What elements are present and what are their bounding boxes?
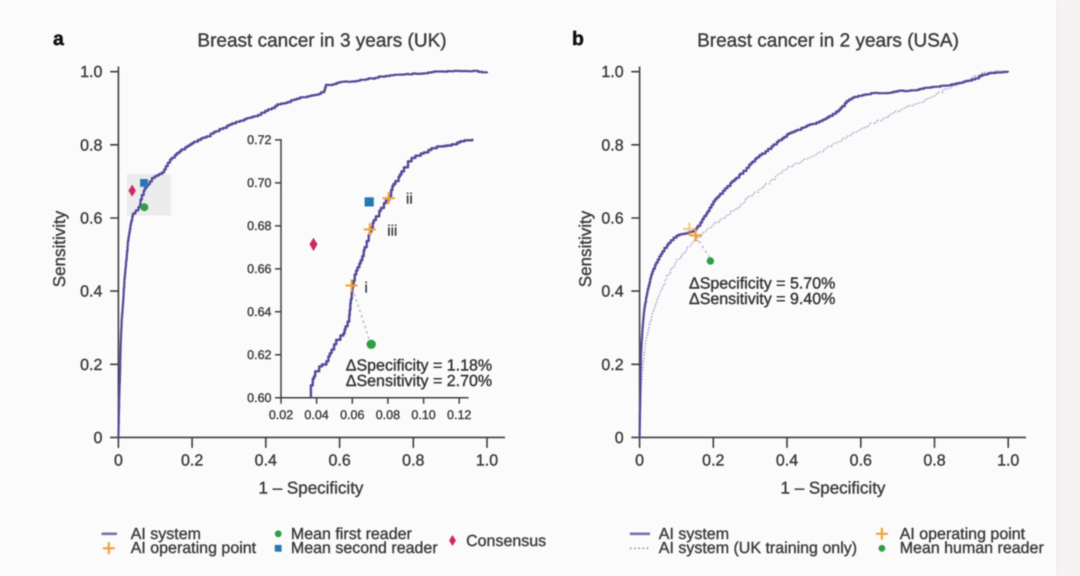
svg-text:0.6: 0.6 bbox=[328, 453, 350, 470]
svg-text:0.4: 0.4 bbox=[80, 284, 102, 301]
svg-text:1.0: 1.0 bbox=[476, 453, 498, 470]
svg-text:0: 0 bbox=[635, 453, 644, 470]
svg-text:Mean first reader: Mean first reader bbox=[291, 526, 413, 543]
svg-text:0.10: 0.10 bbox=[411, 408, 435, 422]
svg-text:0.60: 0.60 bbox=[247, 391, 271, 405]
svg-text:0.02: 0.02 bbox=[269, 408, 293, 422]
svg-text:AI operating point: AI operating point bbox=[900, 526, 1026, 543]
svg-text:0.2: 0.2 bbox=[601, 357, 623, 374]
svg-text:ΔSensitivity = 9.40%: ΔSensitivity = 9.40% bbox=[689, 291, 835, 308]
svg-text:0.04: 0.04 bbox=[304, 408, 328, 422]
svg-text:1 – Specificity: 1 – Specificity bbox=[781, 479, 886, 498]
svg-text:0.8: 0.8 bbox=[402, 453, 424, 470]
svg-text:Mean human reader: Mean human reader bbox=[900, 540, 1045, 557]
svg-text:0.68: 0.68 bbox=[247, 219, 271, 233]
svg-text:0.6: 0.6 bbox=[601, 211, 623, 228]
svg-text:i: i bbox=[365, 280, 368, 297]
svg-text:Breast cancer in 3 years (UK): Breast cancer in 3 years (UK) bbox=[197, 31, 446, 52]
svg-text:ii: ii bbox=[406, 191, 413, 208]
svg-text:Consensus: Consensus bbox=[466, 533, 546, 550]
svg-text:1.0: 1.0 bbox=[80, 64, 102, 81]
svg-text:0.72: 0.72 bbox=[247, 133, 271, 147]
svg-text:0.70: 0.70 bbox=[247, 176, 271, 190]
svg-text:Sensitivity: Sensitivity bbox=[576, 210, 595, 287]
svg-text:ΔSpecificity = 1.18%: ΔSpecificity = 1.18% bbox=[346, 357, 492, 374]
svg-text:AI system (UK training only): AI system (UK training only) bbox=[659, 540, 857, 557]
svg-text:0.6: 0.6 bbox=[850, 453, 872, 470]
svg-text:Breast cancer in 2 years (USA): Breast cancer in 2 years (USA) bbox=[697, 31, 959, 52]
svg-text:0.06: 0.06 bbox=[340, 408, 364, 422]
svg-text:1.0: 1.0 bbox=[997, 453, 1019, 470]
svg-text:0: 0 bbox=[114, 453, 123, 470]
svg-text:0.8: 0.8 bbox=[601, 137, 623, 154]
svg-text:Mean second reader: Mean second reader bbox=[291, 540, 438, 557]
svg-text:0.4: 0.4 bbox=[776, 453, 798, 470]
svg-text:a: a bbox=[53, 28, 64, 50]
svg-text:ΔSpecificity = 5.70%: ΔSpecificity = 5.70% bbox=[689, 276, 835, 293]
svg-text:0: 0 bbox=[615, 430, 624, 447]
svg-text:0: 0 bbox=[93, 430, 102, 447]
svg-text:b: b bbox=[572, 28, 584, 50]
svg-text:0.64: 0.64 bbox=[247, 305, 271, 319]
svg-text:ΔSensitivity = 2.70%: ΔSensitivity = 2.70% bbox=[346, 373, 492, 390]
svg-text:1.0: 1.0 bbox=[601, 64, 623, 81]
svg-text:0.62: 0.62 bbox=[247, 348, 271, 362]
svg-text:0.4: 0.4 bbox=[601, 284, 623, 301]
svg-text:iii: iii bbox=[387, 223, 397, 240]
svg-text:0.2: 0.2 bbox=[702, 453, 724, 470]
svg-text:0.66: 0.66 bbox=[247, 262, 271, 276]
svg-text:1 – Specificity: 1 – Specificity bbox=[259, 479, 364, 498]
svg-text:0.4: 0.4 bbox=[255, 453, 277, 470]
svg-text:0.2: 0.2 bbox=[181, 453, 203, 470]
svg-text:AI system: AI system bbox=[659, 526, 729, 543]
svg-text:0.8: 0.8 bbox=[923, 453, 945, 470]
svg-text:0.2: 0.2 bbox=[80, 357, 102, 374]
svg-text:Sensitivity: Sensitivity bbox=[50, 210, 69, 287]
svg-text:0.08: 0.08 bbox=[376, 408, 400, 422]
svg-text:0.12: 0.12 bbox=[447, 408, 471, 422]
svg-text:AI system: AI system bbox=[131, 526, 201, 543]
svg-text:0.8: 0.8 bbox=[80, 137, 102, 154]
svg-text:0.6: 0.6 bbox=[80, 211, 102, 228]
svg-text:AI operating point: AI operating point bbox=[131, 540, 257, 557]
